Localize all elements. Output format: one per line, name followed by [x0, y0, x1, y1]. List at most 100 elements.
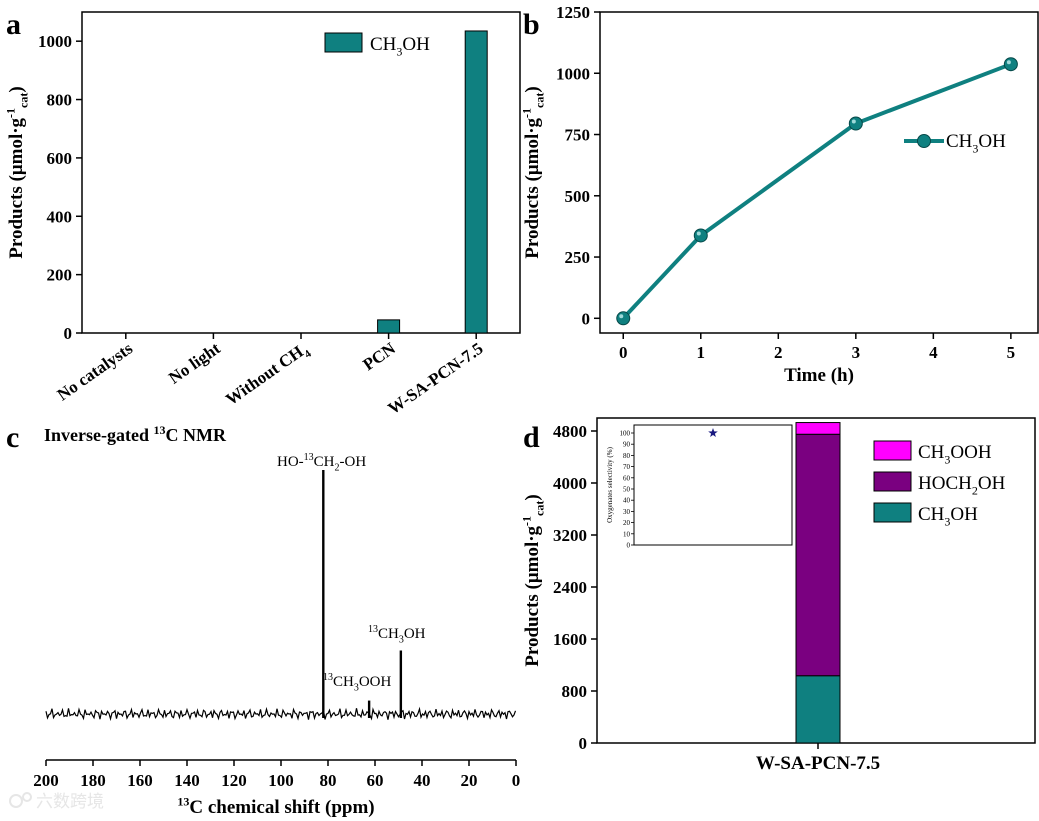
text-part: 3	[944, 453, 950, 467]
text-part: 3	[396, 45, 402, 59]
x-tick-label: No catalysts	[54, 338, 137, 404]
inset-y-tick-label: 40	[623, 497, 631, 505]
watermark-logo-icon	[9, 794, 23, 808]
x-tick-label: 40	[414, 771, 431, 790]
y-tick-label: 200	[47, 266, 73, 285]
text-part: OH	[950, 504, 978, 525]
y-tick-label: 500	[565, 187, 591, 206]
panel-a-bar-chart: 0 200 400 600 800 1000 No catalysts No lightWit…	[3, 11, 521, 418]
x-tick-label: 20	[461, 771, 478, 790]
legend-swatch-ch3ooh	[873, 440, 912, 461]
legend-swatch	[324, 32, 363, 53]
legend-label-ch3ooh: CH3OOH	[918, 442, 992, 467]
text-part: No light	[165, 339, 224, 388]
x-tick-label: 0	[512, 771, 521, 790]
data-point-3	[848, 116, 863, 131]
text-part: HO-	[277, 454, 304, 470]
inset-y-tick-label: 100	[620, 430, 631, 438]
x-tick-label: 3	[852, 343, 861, 362]
watermark-text: 六数跨境	[36, 792, 104, 812]
spectrum-baseline	[45, 706, 517, 722]
text-part: OOH	[359, 674, 392, 690]
y-axis-label: Products (μmol·g-1cat)	[3, 86, 30, 258]
text-part: CH	[333, 674, 354, 690]
text-part: 2	[972, 484, 978, 498]
data-point-0	[616, 311, 631, 326]
y-tick-label: 4800	[553, 422, 587, 441]
panel-c-nmr-spectrum: 200 180 160 140 120 100 80 60 40 20 0HO-13CH2-OH13…	[33, 423, 520, 818]
y-tick-label: 250	[565, 248, 591, 267]
x-tick-label: W-SA-PCN-7.5	[756, 753, 880, 774]
x-tick-label: 160	[127, 771, 153, 790]
legend-swatch-ch3oh	[873, 502, 912, 523]
text-part: )	[522, 494, 543, 500]
stacked-bar-hoch2oh	[795, 433, 841, 677]
text-part: HOCH	[918, 473, 972, 494]
text-part: cat	[533, 501, 547, 516]
text-part: No catalysts	[54, 338, 137, 404]
text-part: )	[522, 86, 543, 92]
text-part: 2	[335, 463, 340, 474]
x-axis-label: 13C chemical shift (ppm)	[177, 794, 374, 818]
inset-frame	[633, 424, 793, 546]
inset-y-tick-label: 30	[623, 508, 631, 516]
stacked-bar-ch3ooh	[795, 422, 841, 435]
data-point-highlight	[851, 119, 856, 124]
x-tick-label: PCN	[359, 338, 399, 374]
text-part: 3	[354, 683, 359, 694]
text-part: CH	[378, 626, 399, 642]
stacked-bar-ch3oh	[795, 675, 841, 744]
legend-label: CH3OH	[946, 131, 1006, 156]
text-part: 13	[177, 794, 189, 808]
text-part: OH	[402, 34, 430, 55]
x-tick-label: 100	[268, 771, 294, 790]
text-part: Inverse-gated	[44, 425, 153, 445]
inset-y-axis-label: Oxygenates selectivity (%)	[606, 446, 614, 522]
x-tick-label: 5	[1007, 343, 1016, 362]
x-tick-label: 140	[174, 771, 200, 790]
legend-label: CH3OH	[370, 34, 430, 59]
data-point-highlight	[1006, 60, 1011, 65]
text-part: Products (μmol·g	[6, 117, 27, 258]
text-part: C chemical shift (ppm)	[189, 797, 374, 818]
x-axis-label: Time (h)	[784, 365, 854, 386]
y-tick-label: 0	[64, 324, 73, 343]
y-tick-label: 1000	[38, 32, 72, 51]
data-point-highlight	[619, 314, 624, 319]
bar-pcn	[377, 319, 401, 334]
plot-frame	[599, 11, 1039, 334]
panel-label-d: d	[523, 421, 540, 454]
inset-y-tick-label: 0	[627, 542, 631, 550]
legend-swatch-hoch2oh	[873, 471, 912, 492]
y-tick-label: 400	[47, 207, 73, 226]
peak-label-0: HO-13CH2-OH	[277, 452, 366, 474]
watermark-logo-icon-b	[22, 792, 32, 802]
text-part: -1	[519, 516, 533, 526]
text-part: 4	[302, 348, 314, 361]
text-part: CH	[918, 442, 945, 463]
inset-y-tick-label: 90	[623, 441, 631, 449]
inset-y-tick-label: 50	[623, 486, 631, 494]
peak-label-1: 13CH3OH	[368, 624, 426, 646]
inset-y-tick-label: 70	[623, 463, 631, 471]
panel-b-line-chart: 0 250 500 750 1000 1250 0 1 2 3 4 5 Time (h) Products…	[519, 3, 1039, 386]
text-part: C NMR	[165, 425, 226, 445]
text-part: CH	[314, 454, 335, 470]
text-part: OH	[978, 473, 1006, 494]
x-tick-label: 1	[697, 343, 706, 362]
peak-label-2: 13CH3OOH	[323, 672, 392, 694]
inset-y-tick-label: 80	[623, 452, 631, 460]
y-tick-label: 4000	[553, 474, 587, 493]
panel-d-stacked-bar-chart: 080016002400320040004800W-SA-PCN-7.5Prod…	[519, 417, 1036, 774]
legend-marker	[917, 134, 931, 148]
panel-label-b: b	[523, 8, 540, 41]
text-part: -OH	[340, 454, 367, 470]
text-part: 3	[972, 142, 978, 156]
data-point-5	[1003, 57, 1018, 72]
y-tick-label: 750	[565, 126, 591, 145]
series-line-ch3oh	[621, 62, 1012, 320]
panel-label-c: c	[6, 421, 19, 454]
y-tick-label: 3200	[553, 526, 587, 545]
y-tick-label: 2400	[553, 578, 587, 597]
text-part: CH	[918, 504, 945, 525]
